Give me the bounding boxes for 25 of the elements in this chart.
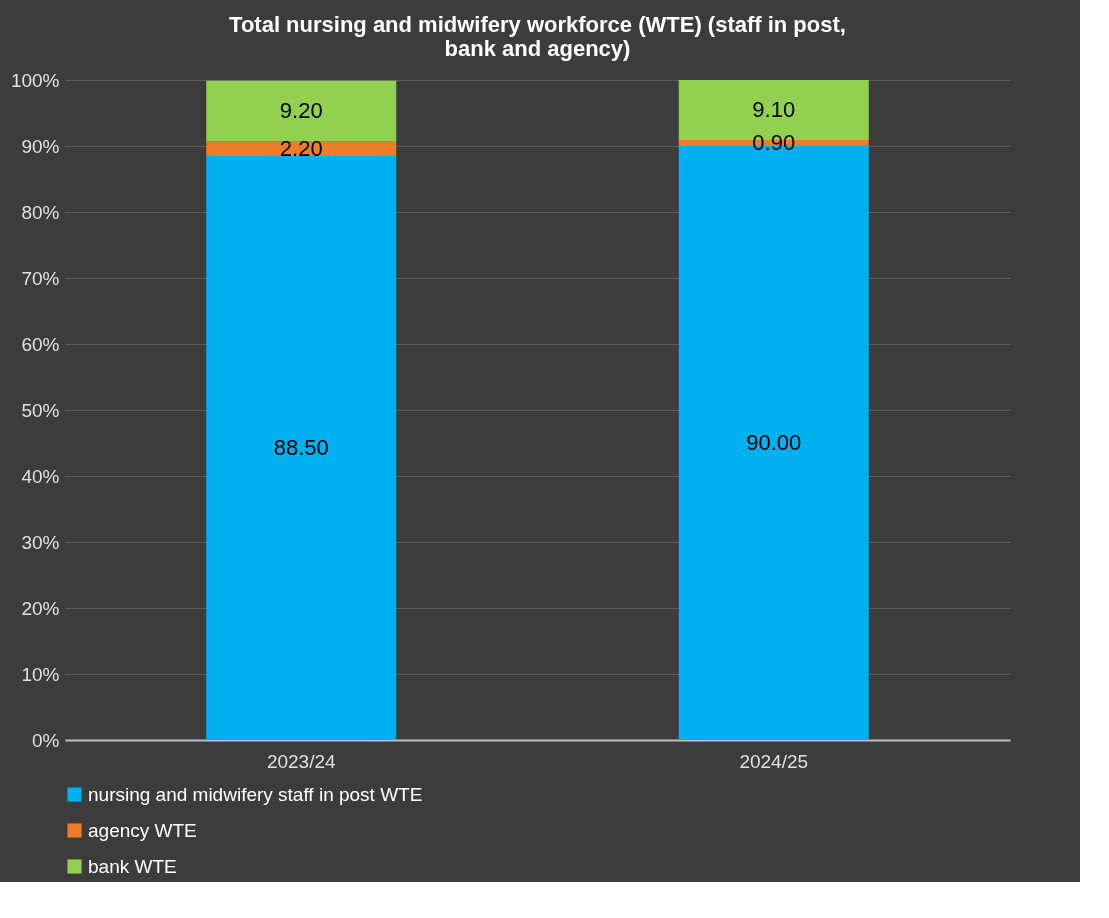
x-tick-label: 2023/24 [266,750,337,772]
data-label: 9.10 [752,97,796,123]
data-label: 90.00 [746,430,802,455]
data-label: 9.20 [279,98,323,124]
y-tick-label: 50% [21,399,60,421]
y-tick-label: 100% [10,69,60,91]
legend-label: bank WTE [88,855,177,877]
legend-label: agency WTE [88,819,197,841]
y-tick-label: 40% [21,465,60,487]
y-tick-label: 30% [21,531,60,553]
y-tick-label: 10% [21,663,60,685]
legend-label: nursing and midwifery staff in post WTE [88,783,423,805]
data-label: 2.20 [279,135,323,161]
x-tick-label: 2024/25 [739,750,809,772]
y-tick-label: 0% [32,729,60,751]
y-tick-label: 70% [21,267,60,289]
y-tick-label: 90% [21,135,60,157]
y-tick-label: 20% [21,597,60,619]
bar [206,80,397,142]
y-tick-label: 60% [21,333,60,355]
bar [206,155,397,740]
chart-title: Total nursing and midwifery workforce (WTE) (staff in post, bank and agency) [229,12,846,61]
bar [206,141,397,156]
y-tick-label: 80% [21,201,60,223]
data-label: 88.50 [273,434,329,460]
